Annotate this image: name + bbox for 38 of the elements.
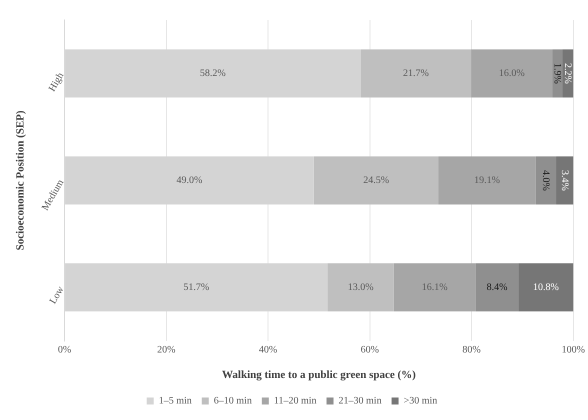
bar — [394, 263, 476, 312]
bar — [328, 263, 394, 312]
bar — [438, 156, 536, 204]
x-tick-label: 0% — [58, 344, 72, 356]
text: 4.0% — [540, 170, 552, 191]
text: 10.8% — [532, 282, 559, 293]
x-tick-label: 100% — [562, 344, 586, 356]
text: 19.1% — [474, 175, 500, 186]
text: 16.0% — [498, 68, 525, 80]
legend-label: >30 min — [404, 396, 438, 407]
text: 16.1% — [422, 282, 448, 293]
bar — [314, 156, 439, 204]
bar — [536, 156, 556, 204]
bar — [556, 156, 574, 204]
y-axis-title: Socioeconomic Position (SEP) — [14, 110, 26, 250]
x-tick-label: 80% — [462, 344, 481, 356]
x-tick-label: 60% — [360, 344, 379, 356]
bar — [471, 49, 552, 98]
legend-label: 1–5 min — [158, 396, 192, 407]
legend-label: 11–20 min — [274, 396, 317, 407]
x-tick-label: 20% — [157, 344, 176, 356]
x-tick-label: 40% — [258, 344, 278, 356]
x-axis-title: Walking time to a public green space (%) — [222, 369, 416, 382]
text: 58.2% — [200, 68, 226, 80]
text: 51.7% — [183, 282, 210, 293]
bar — [476, 263, 518, 312]
text: 1.9% — [552, 63, 563, 84]
bar — [518, 263, 574, 312]
text: 2.2% — [562, 63, 574, 84]
text: 3.4% — [559, 170, 570, 191]
legend-label: 6–10 min — [214, 396, 252, 407]
legend-label: 21–30 min — [338, 396, 382, 407]
text: 21.7% — [402, 68, 429, 80]
text: 49.0% — [176, 175, 202, 186]
text: 13.0% — [348, 282, 374, 293]
bar — [360, 49, 472, 98]
text: 8.4% — [486, 282, 508, 293]
text: 24.5% — [363, 175, 390, 186]
